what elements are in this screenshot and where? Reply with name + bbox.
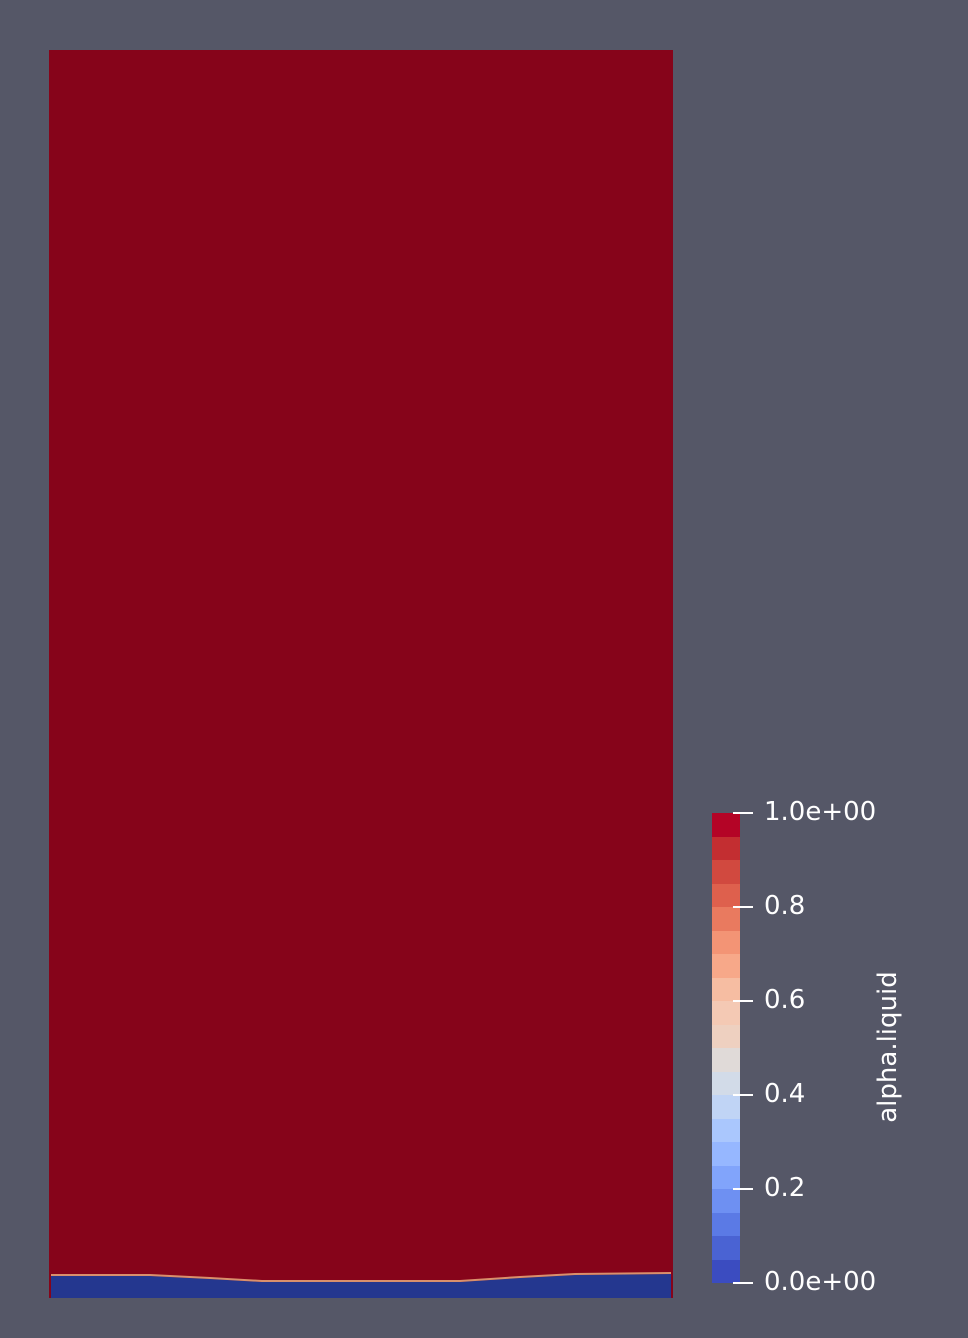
colorbar-tick-label: 0.4 (764, 1079, 806, 1109)
colorbar-band (712, 1142, 740, 1166)
colorbar-band (712, 1118, 740, 1142)
phase-interface-line (51, 1272, 672, 1282)
colorbar-title: alpha.liquid (873, 971, 903, 1123)
colorbar-band (712, 1001, 740, 1025)
colorbar-band (712, 1095, 740, 1119)
colorbar-tick-label: 0.6 (764, 985, 806, 1015)
colorbar-band (712, 1236, 740, 1260)
colorbar-tick (733, 1000, 753, 1002)
domain-gas-bottom-layer (51, 1274, 671, 1298)
colorbar-scale (712, 813, 740, 1283)
colorbar-band (712, 977, 740, 1001)
colorbar-band (712, 1189, 740, 1213)
colorbar-tick-label: 0.8 (764, 891, 806, 921)
colorbar-band (712, 1165, 740, 1189)
colorbar-band (712, 1212, 740, 1236)
colorbar-tick-label: 1.0e+00 (764, 797, 877, 827)
colorbar-band (712, 1024, 740, 1048)
colorbar-tick (733, 1094, 753, 1096)
domain-liquid-region (49, 50, 673, 1298)
colorbar-band (712, 1071, 740, 1095)
colorbar-tick (733, 1282, 753, 1284)
colorbar-band (712, 1048, 740, 1072)
colorbar-tick (733, 1188, 753, 1190)
colorbar-band (712, 813, 740, 837)
colorbar-tick-label: 0.2 (764, 1173, 806, 1203)
colorbar-tick (733, 906, 753, 908)
colorbar-band (712, 836, 740, 860)
colorbar-band (712, 860, 740, 884)
colorbar-band (712, 930, 740, 954)
colorbar-band (712, 1259, 740, 1283)
colorbar-band (712, 883, 740, 907)
colorbar-tick (733, 812, 753, 814)
colorbar-band (712, 907, 740, 931)
colorbar-tick-label: 0.0e+00 (764, 1267, 877, 1297)
colorbar-band (712, 954, 740, 978)
